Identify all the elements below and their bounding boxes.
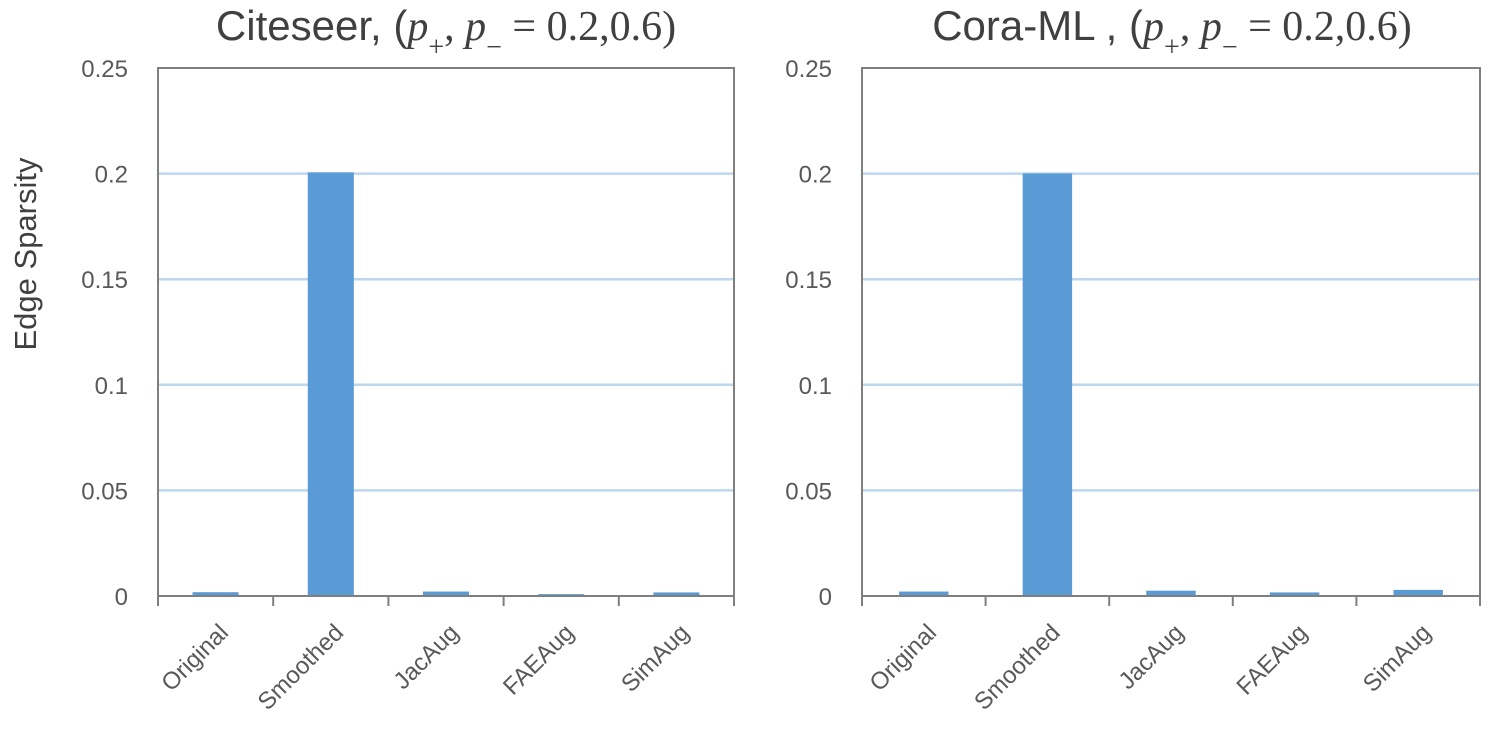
y-axis-label: Edge Sparsity: [8, 157, 43, 350]
y-tick-label: 0.05: [785, 478, 832, 505]
bar-smoothed: [307, 172, 354, 596]
bar-smoothed: [1022, 173, 1073, 596]
chart-panel-cora-ml: Cora-ML , (p+, p− = 0.2,0.6) 0 0.05 0.1 0.1…: [785, 2, 1481, 716]
chart-panel-citeseer: Citeseer, (p+, p− = 0.2,0.6) Edge Sparsi…: [8, 2, 735, 716]
y-tick-label: 0: [819, 584, 832, 611]
x-tick-label: SimAug: [616, 619, 695, 698]
y-tick-label: 0.2: [799, 162, 832, 189]
y-tick-label: 0.2: [95, 162, 128, 189]
x-tick-label: Original: [156, 619, 234, 697]
bar-original: [192, 592, 239, 596]
y-tick-label: 0.15: [81, 267, 128, 294]
bar-simaug: [1393, 589, 1443, 596]
plot-frame: [861, 67, 1481, 597]
bar-jacaug: [1146, 590, 1196, 596]
x-tick-label: JacAug: [1114, 619, 1190, 695]
x-tick-label: Original: [864, 619, 942, 697]
y-tick-label: 0.15: [785, 267, 832, 294]
y-tick-label: 0.25: [81, 56, 128, 83]
y-tick-label: 0.1: [95, 373, 128, 400]
bar-original: [899, 591, 949, 596]
x-tick-label: Smoothed: [969, 619, 1065, 715]
bar-simaug: [653, 592, 700, 596]
y-tick-label: 0.25: [785, 56, 832, 83]
x-tick-label: JacAug: [389, 619, 465, 695]
chart-title: Cora-ML , (p+, p− = 0.2,0.6): [932, 2, 1412, 63]
y-tick-label: 0: [115, 584, 128, 611]
chart-title: Citeseer, (p+, p− = 0.2,0.6): [216, 2, 676, 63]
x-tick-label: FAEAug: [1231, 619, 1312, 700]
y-tick-label: 0.05: [81, 478, 128, 505]
x-tick-label: FAEAug: [498, 619, 579, 700]
y-tick-label: 0.1: [799, 373, 832, 400]
x-tick-label: SimAug: [1358, 619, 1437, 698]
bar-jacaug: [422, 591, 470, 596]
bar-faeaug: [1269, 592, 1320, 596]
x-tick-label: Smoothed: [253, 619, 349, 715]
plot-frame: [157, 67, 735, 597]
